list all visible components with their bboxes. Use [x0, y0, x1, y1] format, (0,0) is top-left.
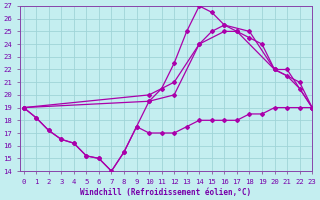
X-axis label: Windchill (Refroidissement éolien,°C): Windchill (Refroidissement éolien,°C): [80, 188, 252, 197]
